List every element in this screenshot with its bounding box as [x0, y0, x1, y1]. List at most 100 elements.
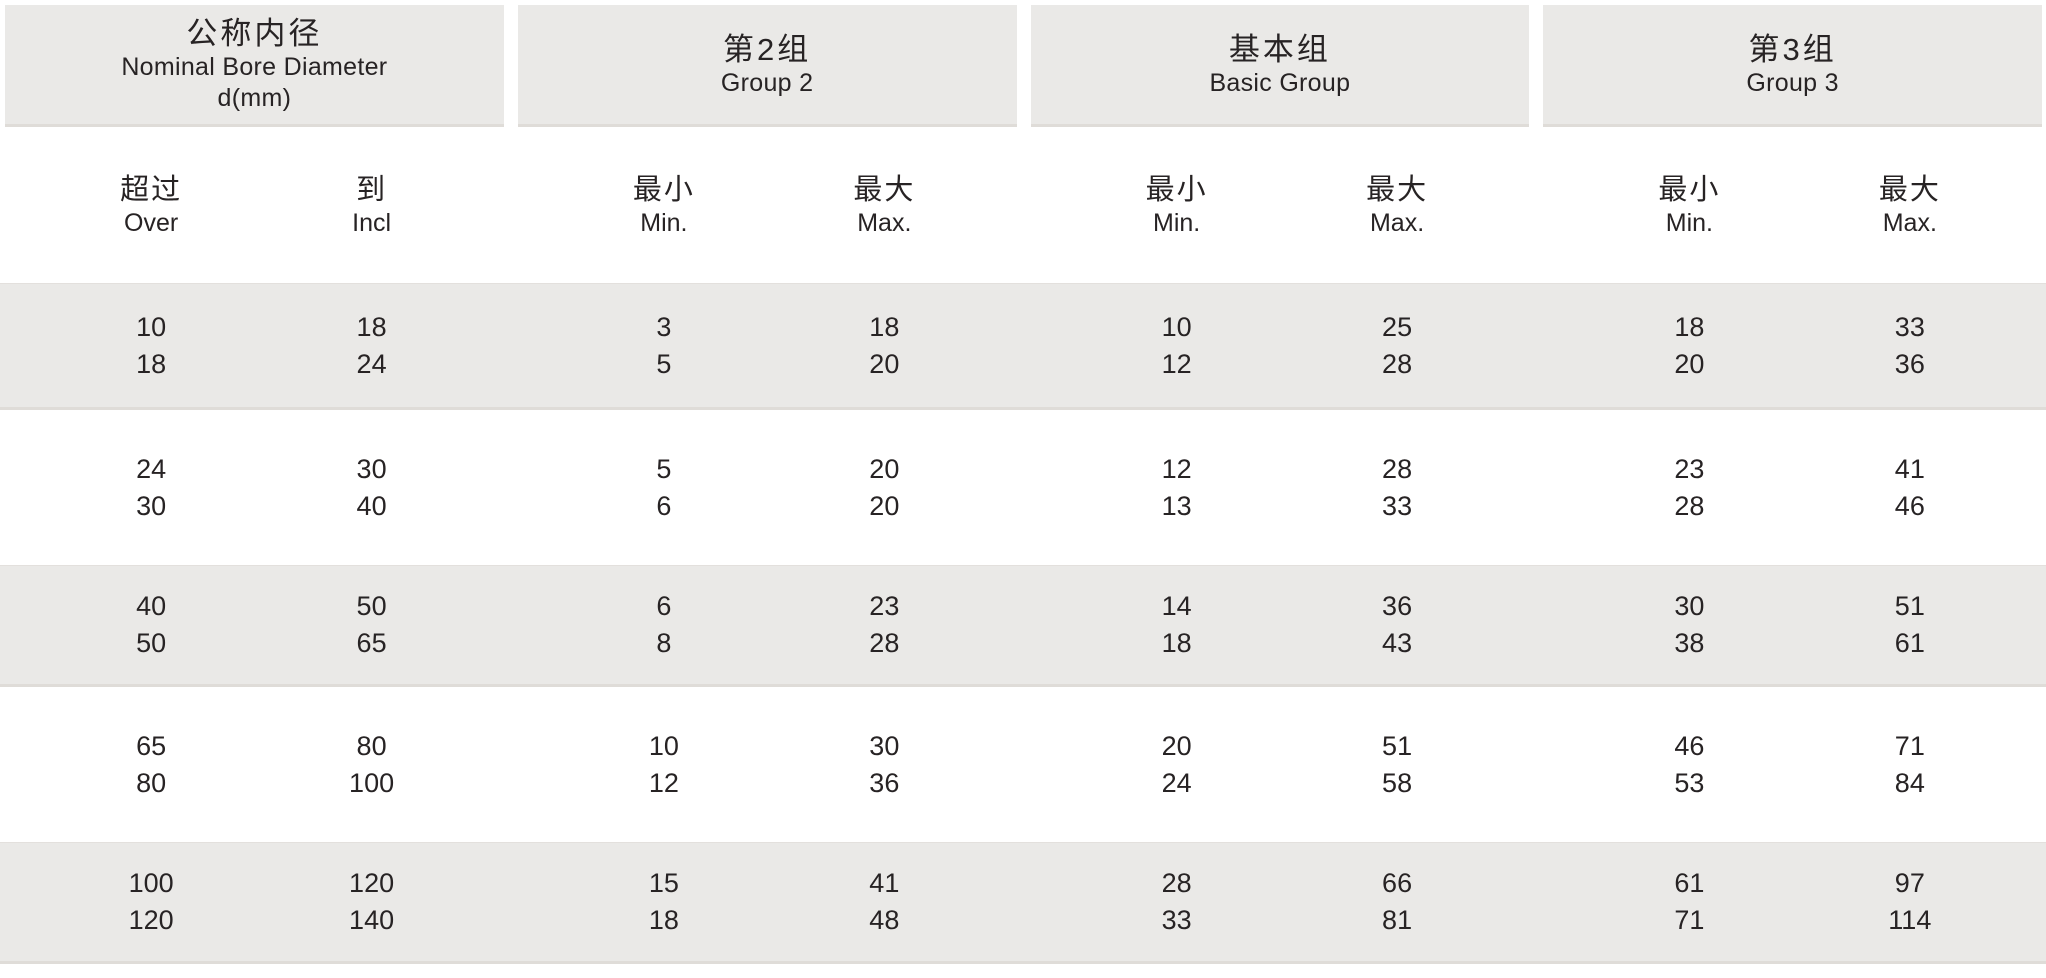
column-header-incl-zh: 到 [356, 173, 388, 206]
table-cell: 12 [648, 767, 679, 798]
table-row: 65 80 10 30 20 51 46 71 [0, 728, 2046, 765]
row-group-cell: 30 40 [5, 488, 504, 525]
table-band: 100 120 15 41 28 66 61 97 120 140 18 48 33 81 71 114 [0, 842, 2046, 964]
table-cell: 53 [1674, 767, 1705, 798]
column-header-over: 超过 Over [5, 127, 297, 283]
row-group-cell: 10 25 [1031, 309, 1530, 346]
table-cell: 28 [1161, 868, 1192, 898]
table-cell: 25 [1382, 311, 1413, 342]
row-groups-grid: 18 24 5 20 12 28 20 36 [5, 346, 2042, 383]
table-cell: 40 [136, 591, 167, 621]
row-group-cell: 23 41 [1543, 451, 2042, 488]
row-group-cell: 28 66 [1031, 865, 1530, 902]
column-header-g2-min-zh: 最小 [632, 173, 695, 206]
table-cell: 120 [128, 905, 174, 935]
column-header-g2-max-zh: 最大 [853, 173, 916, 206]
table-cell: 36 [1894, 348, 1925, 379]
group-header-bore-unit: d(mm) [217, 84, 292, 112]
row-group-cell: 20 51 [1031, 728, 1530, 765]
table-cell: 41 [869, 868, 900, 898]
table-cell: 66 [1382, 868, 1413, 898]
table-cell: 51 [1894, 591, 1925, 621]
group-header-basic-en: Basic Group [1209, 68, 1351, 97]
row-group-cell: 80 100 [5, 765, 504, 802]
row-groups-grid: 10 18 3 18 10 25 18 33 [5, 309, 2042, 346]
row-group-cell: 18 48 [518, 902, 1017, 939]
table-cell: 20 [869, 453, 900, 484]
table-cell: 14 [1161, 591, 1192, 621]
table-cell: 24 [136, 453, 167, 484]
table-cell: 50 [356, 591, 387, 621]
table-cell: 33 [1382, 490, 1413, 521]
row-groups-grid: 40 50 6 23 14 36 30 51 [5, 588, 2042, 625]
subheader-group-group2: 最小 Min. 最大 Max. [518, 127, 1017, 283]
row-group-cell: 61 97 [1543, 865, 2042, 902]
table-band: 10 18 3 18 10 25 18 33 18 24 5 20 12 28 20 36 [0, 283, 2046, 410]
table-cell: 24 [356, 348, 387, 379]
column-header-g3-max-zh: 最大 [1878, 173, 1941, 206]
header-groups-grid: 公称内径 Nominal Bore Diameter d(mm) 第2组 Gro… [5, 5, 2042, 127]
row-group-cell: 20 36 [1543, 346, 2042, 383]
table-row: 10 18 3 18 10 25 18 33 [0, 309, 2046, 346]
table-cell: 65 [136, 730, 167, 761]
table-row: 40 50 6 23 14 36 30 51 [0, 588, 2046, 625]
table-row: 18 24 5 20 12 28 20 36 [0, 346, 2046, 383]
table-cell: 114 [1888, 905, 1932, 935]
row-group-cell: 6 20 [518, 488, 1017, 525]
column-header-g3-min-en: Min. [1665, 208, 1713, 237]
column-header-incl-en: Incl [352, 208, 392, 237]
row-groups-grid: 50 65 8 28 18 43 38 61 [5, 625, 2042, 662]
table-cell: 61 [1674, 868, 1705, 898]
table-row: 50 65 8 28 18 43 38 61 [0, 625, 2046, 662]
table-cell: 46 [1894, 490, 1925, 521]
row-group-cell: 12 28 [1031, 346, 1530, 383]
row-groups-grid: 100 120 15 41 28 66 61 97 [5, 865, 2042, 902]
row-group-cell: 10 30 [518, 728, 1017, 765]
table-row: 24 30 5 20 12 28 23 41 [0, 451, 2046, 488]
table-cell: 46 [1674, 730, 1705, 761]
table-cell: 61 [1894, 628, 1925, 658]
table-cell: 5 [656, 453, 672, 484]
table-cell: 23 [869, 591, 900, 621]
table-cell: 20 [1674, 348, 1705, 379]
row-group-cell: 24 30 [5, 451, 504, 488]
row-group-cell: 28 46 [1543, 488, 2042, 525]
row-group-cell: 33 81 [1031, 902, 1530, 939]
row-group-cell: 71 114 [1543, 902, 2042, 939]
table-cell: 48 [869, 905, 900, 935]
table-row: 80 100 12 36 24 58 53 84 [0, 765, 2046, 802]
row-group-cell: 5 20 [518, 346, 1017, 383]
table-row: 120 140 18 48 33 81 71 114 [0, 902, 2046, 939]
table-cell: 8 [656, 628, 672, 658]
table-cell: 71 [1674, 905, 1705, 935]
table-cell: 80 [136, 767, 167, 798]
row-groups-grid: 120 140 18 48 33 81 71 114 [5, 902, 2042, 939]
row-group-cell: 18 43 [1031, 625, 1530, 662]
column-header-basic-max-en: Max. [1369, 208, 1425, 237]
table-cell: 20 [869, 348, 900, 379]
row-group-cell: 50 65 [5, 625, 504, 662]
table-cell: 33 [1894, 311, 1925, 342]
table-cell: 140 [349, 905, 395, 935]
table-cell: 120 [349, 868, 395, 898]
table-cell: 18 [356, 311, 387, 342]
column-header-g2-min: 最小 Min. [518, 127, 810, 283]
column-header-g2-max: 最大 Max. [810, 127, 959, 283]
table-cell: 36 [869, 767, 900, 798]
row-group-cell: 100 120 [5, 865, 504, 902]
group-header-group2-zh: 第2组 [723, 31, 812, 67]
table-cell: 5 [656, 348, 672, 379]
column-header-basic-max: 最大 Max. [1323, 127, 1472, 283]
table-cell: 28 [1382, 453, 1413, 484]
table-cell: 20 [1161, 730, 1192, 761]
row-group-cell: 18 24 [5, 346, 504, 383]
table-cell: 30 [1674, 591, 1705, 621]
table-cell: 38 [1674, 628, 1705, 658]
row-group-cell: 12 36 [518, 765, 1017, 802]
row-group-cell: 24 58 [1031, 765, 1530, 802]
row-group-cell: 38 61 [1543, 625, 2042, 662]
table-body: 10 18 3 18 10 25 18 33 18 24 5 20 12 28 20 36 24 30 5 20 12 2… [0, 283, 2046, 964]
column-header-incl: 到 Incl [297, 127, 446, 283]
column-header-basic-min-zh: 最小 [1145, 173, 1208, 206]
column-header-over-zh: 超过 [120, 173, 183, 206]
